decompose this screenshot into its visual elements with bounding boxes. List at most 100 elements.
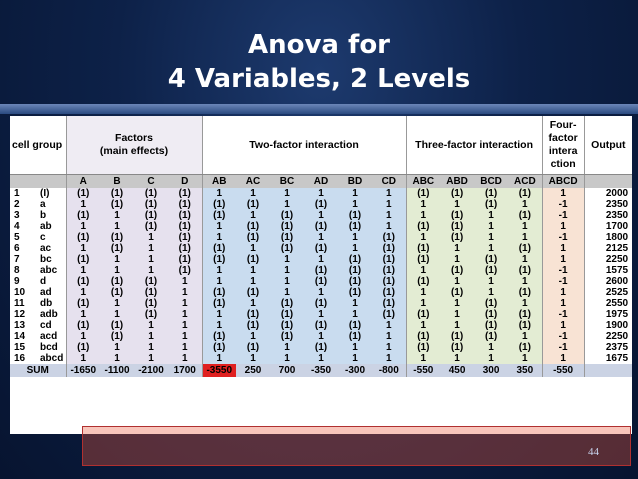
table-cell: 1 bbox=[201, 353, 237, 364]
table-cell: 1 bbox=[440, 254, 475, 265]
table-cell: 1 bbox=[541, 320, 585, 331]
table-cell: 1 bbox=[168, 331, 203, 342]
row-cell-group: abc bbox=[40, 265, 58, 276]
column-header: ACD bbox=[508, 174, 543, 188]
table-cell: 1 bbox=[100, 298, 134, 309]
table-cell: (1) bbox=[100, 199, 134, 210]
table-cell: 1 bbox=[65, 221, 100, 232]
table-cell: 1 bbox=[304, 232, 339, 243]
title-line-1: Anova for bbox=[247, 30, 391, 60]
table-cell: 1 bbox=[338, 199, 373, 210]
table-cell: 1 bbox=[270, 254, 305, 265]
row-cell-group: bcd bbox=[40, 342, 58, 353]
title-line-2: 4 Variables, 2 Levels bbox=[167, 64, 471, 94]
table-cell: (1) bbox=[236, 320, 271, 331]
table-cell: 1 bbox=[508, 298, 543, 309]
table-row: 5 c (1) (1) 1 (1) 1 (1) (1) 1 1 (1) 1 (1) 1 1 -1 1800 bbox=[10, 232, 633, 243]
table-cell: (1) bbox=[236, 254, 271, 265]
table-row: 14 acd 1 (1) 1 1 (1) 1 (1) 1 (1) 1 (1) (1) (1) 1 -1 2250 bbox=[10, 331, 633, 342]
table-cell: 1 bbox=[100, 254, 134, 265]
table-cell: (1) bbox=[304, 298, 339, 309]
table-row: 7 bc (1) 1 1 (1) (1) (1) 1 1 (1) (1) (1) 1 (1) 1 1 2250 bbox=[10, 254, 633, 265]
row-number: 8 bbox=[14, 265, 20, 276]
header-row-columns: A B C D AB AC BC AD BD CD ABC ABD BCD ACD ABCD bbox=[10, 174, 633, 188]
table-cell: (1) bbox=[201, 254, 237, 265]
table-cell: (1) bbox=[65, 320, 100, 331]
table-cell: (1) bbox=[304, 199, 339, 210]
sum-cell: 700 bbox=[270, 364, 305, 377]
table-cell: (1) bbox=[201, 287, 237, 298]
row-number: 13 bbox=[14, 320, 26, 331]
table-cell: (1) bbox=[134, 188, 168, 199]
table-cell: (1) bbox=[201, 243, 237, 254]
table-cell: 1 bbox=[270, 287, 305, 298]
anova-table: cell group Factors (main effects) Two-fa… bbox=[10, 116, 633, 377]
table-cell: (1) bbox=[372, 298, 407, 309]
sum-cell: 300 bbox=[474, 364, 509, 377]
column-header: A bbox=[65, 174, 100, 188]
table-row: 16 abcd 1 1 1 1 1 1 1 1 1 1 1 1 1 1 1 1675 bbox=[10, 353, 633, 364]
table-cell: 1 bbox=[508, 232, 543, 243]
table-cell: 1 bbox=[65, 199, 100, 210]
table-cell: (1) bbox=[65, 298, 100, 309]
table-cell: 1 bbox=[372, 353, 407, 364]
header-four-line: ction bbox=[550, 158, 576, 170]
table-row: 4 ab 1 1 (1) (1) 1 (1) (1) (1) (1) 1 (1) (1) 1 1 1 1700 bbox=[10, 221, 633, 232]
column-header: AB bbox=[201, 174, 237, 188]
row-number: 9 bbox=[14, 276, 20, 287]
table-cell: 1 bbox=[201, 276, 237, 287]
table-cell: (1) bbox=[405, 342, 441, 353]
table-cell: 1 bbox=[372, 320, 407, 331]
output-cell: 1900 bbox=[583, 320, 633, 331]
table-cell: 1 bbox=[304, 188, 339, 199]
table-cell: (1) bbox=[338, 221, 373, 232]
table-cell: (1) bbox=[474, 309, 509, 320]
table-cell: 1 bbox=[236, 243, 271, 254]
table-cell: 1 bbox=[405, 199, 441, 210]
column-header: AD bbox=[304, 174, 339, 188]
table-cell: 1 bbox=[440, 199, 475, 210]
row-number: 14 bbox=[14, 331, 26, 342]
table-cell: (1) bbox=[134, 298, 168, 309]
output-cell: 1700 bbox=[583, 221, 633, 232]
table-cell: (1) bbox=[201, 199, 237, 210]
column-header: ABCD bbox=[541, 174, 585, 188]
row-cell-group: adb bbox=[40, 309, 58, 320]
row-number: 6 bbox=[14, 243, 20, 254]
sum-cell: 350 bbox=[508, 364, 543, 377]
table-cell: 1 bbox=[270, 188, 305, 199]
column-header: CD bbox=[372, 174, 407, 188]
table-cell: (1) bbox=[508, 309, 543, 320]
row-cell-group: acd bbox=[40, 331, 58, 342]
sum-cell: -550 bbox=[405, 364, 441, 377]
row-cell-group: abcd bbox=[40, 353, 64, 364]
table-cell: (1) bbox=[405, 309, 441, 320]
table-cell: 1 bbox=[508, 254, 543, 265]
table-cell: (1) bbox=[338, 331, 373, 342]
header-row-groups: cell group Factors (main effects) Two-fa… bbox=[10, 116, 633, 175]
table-cell: 1 bbox=[474, 232, 509, 243]
row-cell-group: ac bbox=[40, 243, 52, 254]
table-cell: 1 bbox=[440, 243, 475, 254]
table-cell: 1 bbox=[508, 276, 543, 287]
table-cell: (1) bbox=[372, 287, 407, 298]
table-cell: 1 bbox=[236, 210, 271, 221]
column-header: D bbox=[168, 174, 203, 188]
table-cell: 1 bbox=[236, 353, 271, 364]
table-cell: 1 bbox=[474, 353, 509, 364]
table-cell: (1) bbox=[474, 298, 509, 309]
table-cell: 1 bbox=[168, 276, 203, 287]
anova-table-container: cell group Factors (main effects) Two-fa… bbox=[10, 116, 633, 466]
table-cell: 1 bbox=[270, 265, 305, 276]
table-cell: (1) bbox=[65, 254, 100, 265]
table-cell: 1 bbox=[100, 210, 134, 221]
table-cell: 1 bbox=[440, 320, 475, 331]
column-header: C bbox=[134, 174, 168, 188]
table-cell: (1) bbox=[201, 298, 237, 309]
table-row: 13 cd (1) (1) 1 1 1 (1) (1) (1) (1) 1 1 1 (1) (1) 1 1900 bbox=[10, 320, 633, 331]
column-header-output-blank bbox=[583, 174, 633, 188]
table-cell: (1) bbox=[372, 265, 407, 276]
row-cell-group: cd bbox=[40, 320, 52, 331]
table-cell: (1) bbox=[304, 276, 339, 287]
table-row: 12 adb 1 1 (1) 1 1 (1) (1) 1 1 (1) (1) 1 (1) (1) -1 1975 bbox=[10, 309, 633, 320]
